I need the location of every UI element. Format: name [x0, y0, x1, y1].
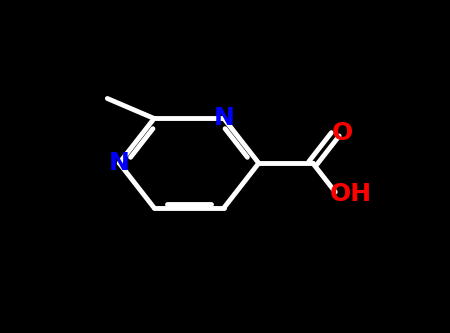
Text: OH: OH [330, 182, 372, 206]
Text: N: N [109, 151, 130, 175]
Text: N: N [213, 107, 234, 131]
Text: O: O [331, 121, 353, 145]
